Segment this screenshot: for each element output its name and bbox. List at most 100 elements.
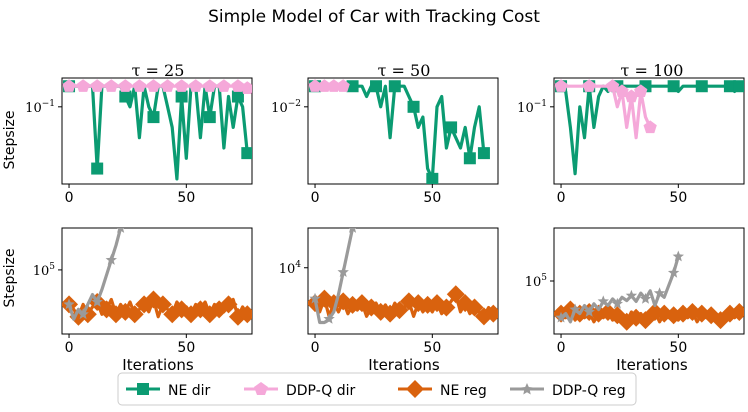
legend-item-ddpq-reg: DDP-Q reg: [510, 383, 626, 399]
plot-area: [308, 228, 498, 326]
point-ne-dir: [241, 147, 252, 160]
point-ddp-q-dir: [118, 79, 132, 92]
y-tick-label: 10−1: [25, 99, 55, 116]
legend-label-ddpq-reg: DDP-Q reg: [552, 383, 626, 399]
axes-frame: [307, 77, 499, 185]
point-ne-reg: [446, 285, 465, 304]
point-ne-reg: [437, 298, 456, 317]
axes-frame: [307, 227, 499, 335]
point-ddp-q-reg: [77, 308, 89, 320]
point-ne-dir: [147, 111, 160, 124]
point-ddp-q-reg: [625, 289, 638, 301]
point-ne-reg: [125, 305, 144, 324]
point-ddp-q-dir: [606, 79, 620, 92]
point-ne-reg: [554, 304, 571, 323]
figure-title: Simple Model of Car with Tracking Cost: [208, 7, 540, 27]
point-ddp-q-dir: [189, 79, 203, 92]
x-tick-label: 0: [557, 190, 566, 206]
point-ne-dir: [119, 90, 132, 103]
point-ddp-q-reg: [653, 287, 666, 299]
point-ddp-q-reg: [337, 266, 349, 277]
point-ne-dir: [370, 80, 383, 93]
point-ne-reg: [238, 305, 252, 324]
point-ddp-q-reg: [105, 254, 117, 265]
point-ddp-q-dir: [175, 79, 189, 92]
x-tick-label: 50: [669, 190, 687, 206]
legend-item-ddpq-dir: DDP-Q dir: [244, 382, 356, 399]
x-tick-label: 0: [65, 340, 74, 356]
legend-marker-ddpq-dir: [254, 382, 268, 395]
point-ddp-q-reg: [667, 266, 680, 278]
point-ne-reg: [390, 301, 409, 320]
point-ddp-q-dir: [615, 84, 629, 97]
point-ne-dir: [695, 80, 708, 93]
point-ddp-q-reg: [639, 292, 652, 304]
legend-label-ne-reg: NE reg: [440, 383, 487, 399]
y-tick-label: 10−1: [517, 99, 547, 116]
point-ne-dir: [203, 111, 216, 124]
x-tick-label: 0: [557, 340, 566, 356]
x-tick-label: 0: [311, 340, 320, 356]
y-tick-label: 10−2: [271, 99, 301, 116]
ylabel-bottom: Stepsize: [2, 248, 18, 307]
point-ddp-q-dir: [327, 79, 341, 92]
point-ddp-q-dir: [90, 79, 104, 92]
panel-title-tau-100: τ = 100: [621, 61, 684, 80]
panel-title-tau-50: τ = 50: [378, 61, 431, 80]
point-ddp-q-dir: [132, 79, 147, 92]
panel-4: 0 50 105: [33, 227, 253, 356]
x-tick-label: 50: [669, 340, 687, 356]
legend-item-ne-dir: NE dir: [126, 383, 211, 399]
legend-marker-ne-dir: [137, 383, 149, 395]
x-tick-label: 50: [423, 340, 441, 356]
point-ne-dir: [388, 80, 401, 93]
x-tick-label: 50: [423, 190, 441, 206]
point-ddp-q-reg: [672, 250, 684, 262]
point-ne-reg: [730, 302, 744, 321]
point-ne-dir: [733, 80, 744, 93]
point-ne-reg: [465, 298, 484, 317]
point-ne-dir: [426, 172, 439, 184]
panel-2: 0 50 10−2: [271, 77, 499, 206]
xlabel-panel-3: Iterations: [616, 356, 688, 374]
point-ne-dir: [346, 80, 359, 93]
plot-area: [554, 250, 744, 331]
plot-area: [62, 228, 252, 326]
point-ddp-q-dir: [634, 84, 648, 97]
point-ddp-q-reg: [309, 292, 321, 304]
panels: 0 50 10−1 0 50 10−2 0 50 10−1 0 50 105 0 50 104 0 50 105: [25, 77, 745, 356]
series-line-ddp-q-reg: [313, 228, 355, 325]
point-ddp-q-dir: [203, 79, 217, 92]
legend-frame: [117, 372, 637, 406]
point-ne-dir: [445, 121, 458, 134]
point-ddp-q-dir: [308, 79, 322, 92]
series-line-ne-dir: [315, 84, 486, 181]
point-ddp-q-reg: [91, 296, 103, 307]
point-ddp-q-dir: [240, 81, 252, 94]
plot-area: [554, 79, 744, 176]
point-ddp-q-dir: [317, 79, 332, 92]
x-tick-label: 0: [65, 190, 74, 206]
x-tick-label: 0: [311, 190, 320, 206]
point-ddp-q-dir: [104, 79, 118, 92]
panel-5: 0 50 104: [279, 227, 499, 356]
point-ddp-q-reg: [349, 228, 357, 233]
point-ddp-q-dir: [624, 89, 639, 103]
y-tick-label: 104: [279, 260, 302, 277]
panel-title-tau-25: τ = 25: [132, 61, 185, 80]
point-ne-dir: [175, 90, 188, 103]
point-ddp-q-reg: [63, 298, 75, 310]
legend-label-ne-dir: NE dir: [168, 383, 211, 399]
point-ddp-q-dir: [62, 79, 76, 92]
plot-area: [308, 79, 490, 184]
point-ddp-q-reg: [611, 297, 623, 309]
point-ddp-q-dir: [582, 79, 596, 92]
legend-marker-ddpq-reg: [521, 383, 533, 395]
ylabel-top: Stepsize: [2, 110, 18, 169]
y-tick-label: 105: [525, 273, 548, 290]
x-tick-label: 50: [177, 190, 195, 206]
xlabel-panel-2: Iterations: [368, 356, 440, 374]
point-ddp-q-dir: [146, 79, 161, 92]
panel-3: 0 50 10−1: [517, 77, 745, 206]
